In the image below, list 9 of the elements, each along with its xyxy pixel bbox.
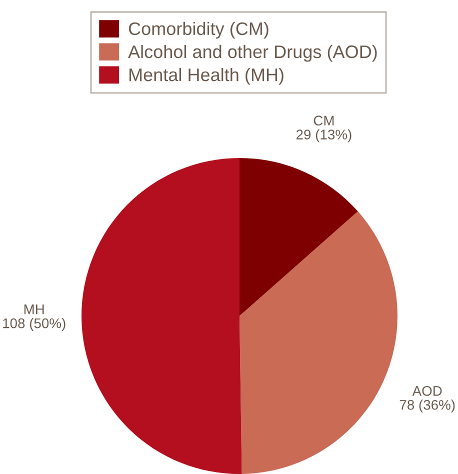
data-label: AOD 78 (36%) <box>400 386 455 413</box>
legend-label: Comorbidity (CM) <box>128 22 268 39</box>
pie-slice <box>240 158 358 316</box>
legend-label: Mental Health (MH) <box>129 68 284 85</box>
legend-label: Alcohol and other Drugs (AOD) <box>128 44 377 62</box>
data-label: CM 29 (13%) <box>296 116 352 142</box>
data-label: MH 108 (50%) <box>3 304 66 331</box>
pie-slice <box>240 211 398 474</box>
pie-slice <box>82 158 242 474</box>
